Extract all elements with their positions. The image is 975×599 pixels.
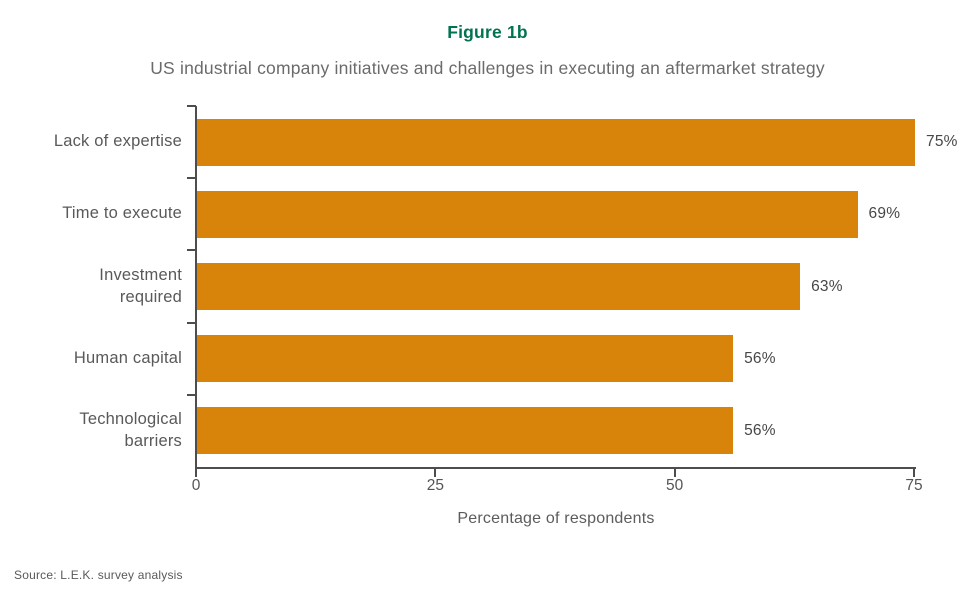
y-axis-tick <box>187 177 196 180</box>
value-label: 56% <box>744 421 776 439</box>
category-label-line: Technological <box>79 409 182 428</box>
figure-subtitle: US industrial company initiatives and ch… <box>150 58 825 78</box>
x-axis-tick-label: 25 <box>426 477 444 494</box>
category-label-line: barriers <box>124 431 182 450</box>
x-axis-tick <box>913 469 915 477</box>
bar-lack-of-expertise <box>197 118 915 166</box>
category-label-line: Lack of expertise <box>53 132 182 151</box>
x-axis-tick <box>195 469 197 477</box>
category-label-line: required <box>119 287 182 306</box>
bar-investment-required <box>197 263 801 310</box>
value-label: 69% <box>868 205 901 223</box>
bar-time-to-execute <box>197 190 858 238</box>
x-axis-title: Percentage of respondents <box>457 510 655 527</box>
bar-human-capital <box>197 335 734 383</box>
category-label: Investment required <box>0 264 182 308</box>
category-label: Human capital <box>0 347 182 369</box>
category-label-line: Investment <box>99 265 182 284</box>
value-label: 63% <box>811 277 843 295</box>
value-label: 75% <box>926 133 958 151</box>
y-axis-tick <box>187 321 196 324</box>
x-axis-tick-label: 0 <box>191 477 201 494</box>
category-label-line: Time to execute <box>62 204 182 223</box>
category-label: Technological barriers <box>0 408 182 452</box>
category-label: Lack of expertise <box>0 130 182 152</box>
y-axis-tick <box>187 105 196 107</box>
category-label-line: Human capital <box>73 348 182 367</box>
value-label: 56% <box>744 349 776 367</box>
bar-technological-barriers <box>197 407 734 455</box>
category-label: Time to execute <box>0 202 182 224</box>
x-axis-tick <box>673 469 676 477</box>
source-note: Source: L.E.K. survey analysis <box>14 568 183 582</box>
x-axis-tick-label: 75 <box>905 477 923 494</box>
y-axis-tick <box>187 393 196 396</box>
x-axis-tick <box>434 469 437 477</box>
y-axis-tick <box>187 249 196 252</box>
x-axis-line <box>195 467 916 469</box>
x-axis-tick-label: 50 <box>666 477 684 494</box>
figure-label: Figure 1b <box>447 22 528 42</box>
y-axis-line <box>195 106 197 469</box>
